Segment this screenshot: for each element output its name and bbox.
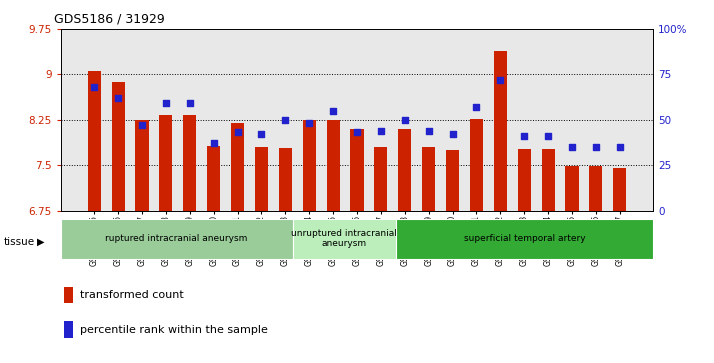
Bar — [374, 147, 388, 211]
Bar — [136, 120, 149, 211]
Bar — [207, 146, 220, 211]
Bar — [303, 120, 316, 211]
Text: tissue: tissue — [4, 237, 35, 247]
Text: superficial temporal artery: superficial temporal artery — [463, 234, 585, 243]
Bar — [278, 148, 292, 211]
Point — [518, 133, 530, 139]
Bar — [64, 287, 73, 303]
Point — [328, 108, 339, 114]
Point — [423, 128, 434, 134]
Bar — [518, 149, 531, 211]
Bar — [293, 219, 396, 259]
Bar — [351, 129, 363, 211]
Bar — [422, 147, 436, 211]
Bar — [111, 82, 125, 211]
Bar — [565, 166, 578, 211]
Point — [232, 130, 243, 135]
Bar — [396, 219, 653, 259]
Bar — [494, 52, 507, 211]
Point — [112, 95, 124, 101]
Bar — [255, 147, 268, 211]
Bar — [231, 123, 244, 211]
Bar — [589, 166, 603, 211]
Bar — [398, 129, 411, 211]
Point — [566, 144, 578, 150]
Point — [184, 101, 196, 106]
Bar — [470, 119, 483, 211]
Point — [614, 144, 625, 150]
Bar — [326, 120, 340, 211]
Bar — [88, 71, 101, 211]
Bar — [159, 115, 173, 211]
Bar — [446, 150, 459, 211]
Bar — [64, 321, 73, 338]
Point — [160, 101, 171, 106]
Text: GDS5186 / 31929: GDS5186 / 31929 — [54, 13, 164, 26]
Text: unruptured intracranial
aneurysm: unruptured intracranial aneurysm — [291, 229, 397, 248]
Point — [351, 130, 363, 135]
Text: transformed count: transformed count — [80, 290, 183, 300]
Bar — [613, 168, 626, 211]
Point — [89, 84, 100, 90]
Point — [590, 144, 602, 150]
Text: ▶: ▶ — [37, 237, 45, 247]
Bar — [183, 115, 196, 211]
Point — [303, 121, 315, 126]
Point — [543, 133, 554, 139]
Point — [399, 117, 411, 123]
Point — [256, 131, 267, 137]
Text: ruptured intracranial aneurysm: ruptured intracranial aneurysm — [106, 234, 248, 243]
Bar — [61, 219, 293, 259]
Text: percentile rank within the sample: percentile rank within the sample — [80, 325, 268, 335]
Point — [471, 104, 482, 110]
Bar — [541, 149, 555, 211]
Point — [495, 77, 506, 83]
Point — [375, 128, 386, 134]
Point — [136, 122, 148, 128]
Point — [447, 131, 458, 137]
Point — [208, 140, 219, 146]
Point — [280, 117, 291, 123]
